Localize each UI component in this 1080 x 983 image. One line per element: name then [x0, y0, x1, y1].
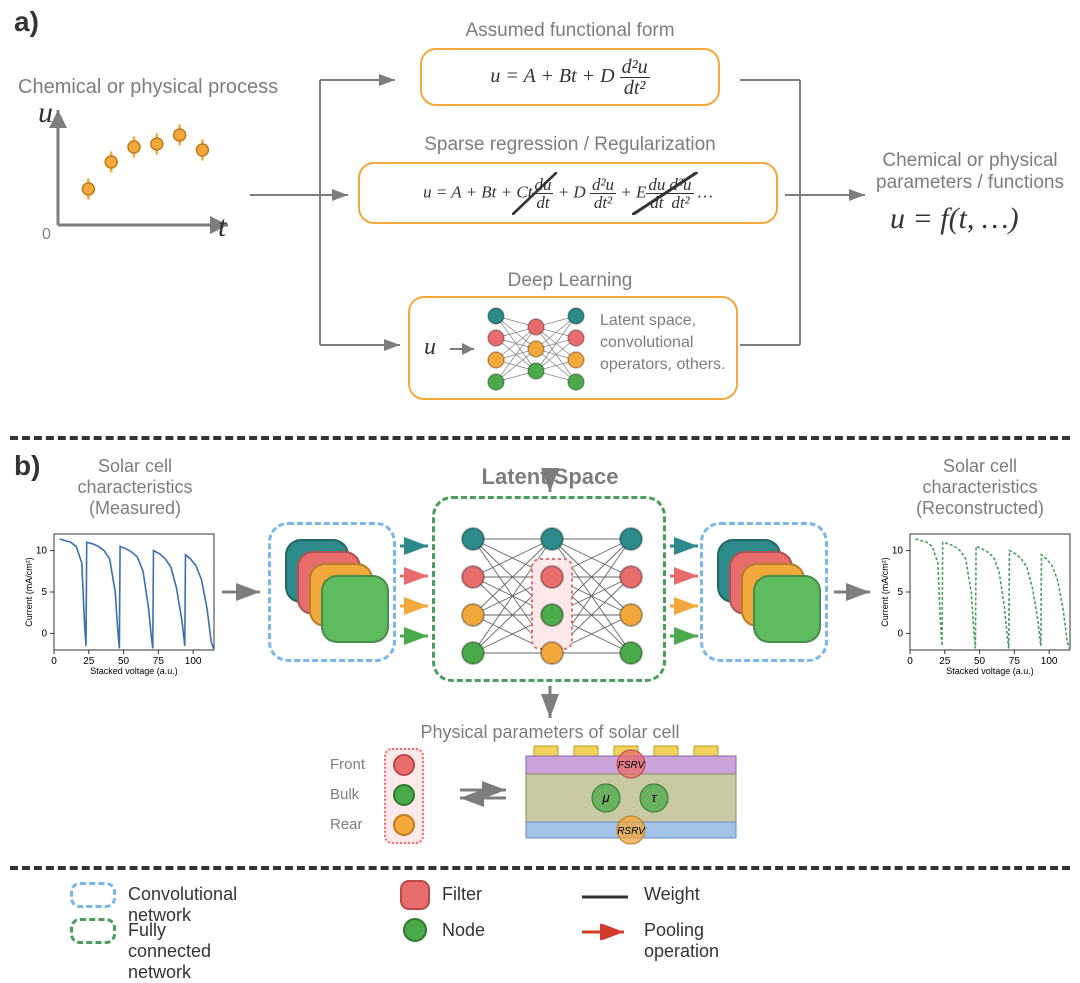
- cell-diagram: FSRVμτRSRV: [516, 744, 746, 848]
- box3-nn: [482, 304, 592, 396]
- box3: u Latent space, convolutional operators,…: [408, 296, 738, 400]
- divider-2: [10, 866, 1070, 870]
- box3-cap1: Latent space,: [600, 312, 696, 330]
- row-rear: Rear: [330, 816, 363, 833]
- box1-title: Assumed functional form: [400, 20, 740, 42]
- legend-weight: Weight: [644, 884, 700, 905]
- legend-pool: Pooling operation: [644, 920, 719, 962]
- box2: u = A + Bt + Ctdudt + D d²udt² + Edudtd²…: [358, 162, 778, 224]
- box1: u = A + Bt + D d²udt²: [420, 48, 720, 106]
- svg-text:μ: μ: [601, 790, 609, 805]
- row-bulk: Bulk: [330, 786, 359, 803]
- box1-eq: u = A + Bt + D d²udt²: [490, 57, 649, 98]
- row-front: Front: [330, 756, 365, 773]
- panel-a-output-title: Chemical or physical parameters / functi…: [870, 150, 1070, 194]
- params-title: Physical parameters of solar cell: [360, 722, 740, 743]
- box3-input: u: [424, 334, 436, 361]
- box2-title: Sparse regression / Regularization: [360, 134, 780, 156]
- legend-filter: Filter: [442, 884, 482, 905]
- box2-eq: u = A + Bt + Ctdudt + D d²udt² + Edudtd²…: [423, 176, 713, 211]
- svg-text:RSRV: RSRV: [617, 826, 646, 837]
- box3-cap2: convolutional: [600, 334, 693, 352]
- legend-fc: Fully connected network: [128, 920, 211, 983]
- svg-text:FSRV: FSRV: [618, 760, 646, 771]
- box3-cap3: operators, others.: [600, 356, 725, 374]
- legend-node: Node: [442, 920, 485, 941]
- box3-title: Deep Learning: [440, 270, 700, 292]
- panel-a-output-eq: u = f(t, …): [890, 202, 1019, 236]
